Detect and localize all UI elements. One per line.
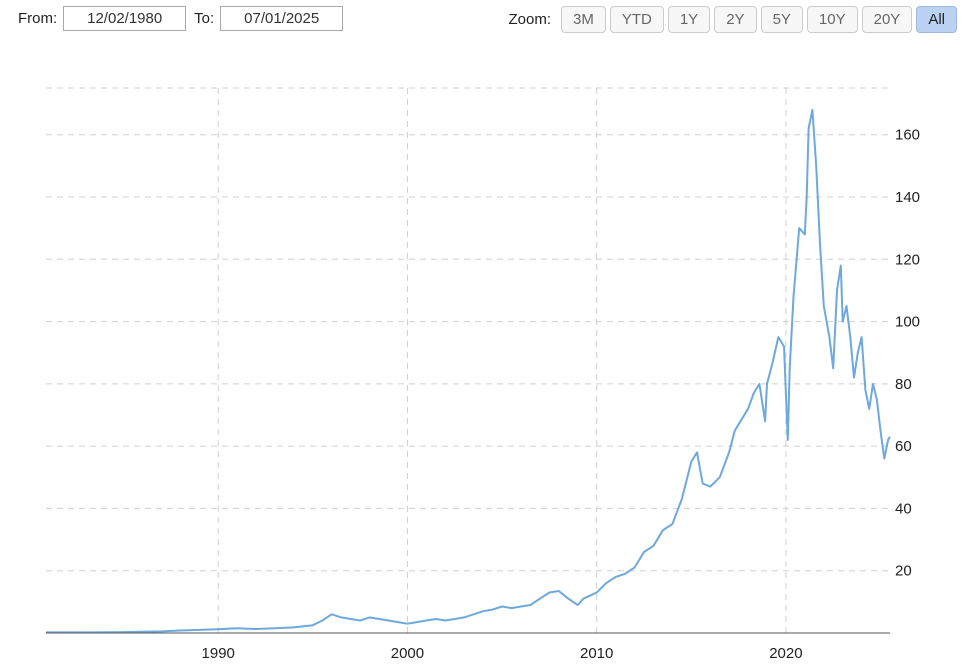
from-date-input[interactable]: 12/02/1980	[63, 6, 187, 31]
zoom-controls: Zoom: 3M YTD 1Y 2Y 5Y 10Y 20Y All	[508, 6, 957, 33]
zoom-label: Zoom:	[508, 11, 551, 28]
y-tick-label: 20	[895, 563, 912, 580]
y-tick-label: 60	[895, 438, 912, 455]
tick-labels: 20 40 60 80 100 120 140 160 1990 2000 2010 2020	[202, 127, 921, 662]
y-tick-label: 160	[895, 127, 920, 144]
x-tick-label: 1990	[202, 645, 235, 662]
zoom-1y-button[interactable]: 1Y	[667, 6, 711, 33]
date-range: From: 12/02/1980 To: 07/01/2025	[18, 6, 344, 31]
y-tick-label: 100	[895, 314, 920, 331]
price-series-line	[46, 108, 891, 634]
zoom-5y-button[interactable]: 5Y	[760, 6, 803, 33]
y-tick-label: 140	[895, 189, 920, 206]
zoom-3m-button[interactable]: 3M	[561, 6, 606, 33]
y-tick-label: 80	[895, 376, 912, 393]
zoom-all-button[interactable]: All	[916, 6, 957, 33]
zoom-ytd-button[interactable]: YTD	[609, 6, 664, 33]
grid-lines	[46, 87, 890, 633]
from-label: From:	[18, 10, 58, 27]
y-tick-label: 120	[895, 251, 920, 268]
series-layer	[46, 108, 891, 634]
to-date-input[interactable]: 07/01/2025	[220, 6, 344, 31]
zoom-2y-button[interactable]: 2Y	[714, 6, 757, 33]
zoom-20y-button[interactable]: 20Y	[861, 6, 913, 33]
y-tick-label: 40	[895, 500, 912, 517]
x-tick-label: 2010	[580, 645, 613, 662]
to-label: To:	[194, 10, 215, 27]
x-tick-label: 2000	[391, 645, 424, 662]
x-tick-label: 2020	[769, 645, 802, 662]
zoom-10y-button[interactable]: 10Y	[806, 6, 858, 33]
